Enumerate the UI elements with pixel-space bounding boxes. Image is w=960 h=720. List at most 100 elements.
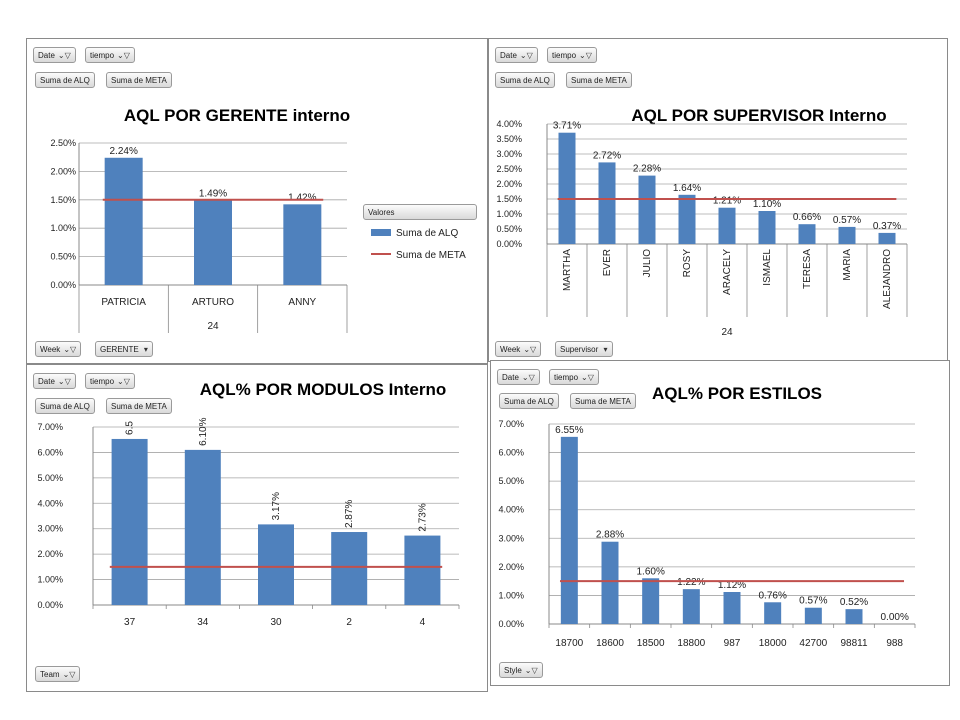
x-category-label: PATRICIA: [101, 297, 146, 308]
x-category-label: 988: [886, 638, 903, 649]
filter-tiempo-button[interactable]: tiempo ⌄▽: [85, 373, 135, 389]
y-tick-label: 7.00%: [37, 422, 63, 432]
filter-label: GERENTE: [100, 345, 139, 354]
bar: [194, 200, 232, 285]
data-label: 0.76%: [758, 590, 786, 601]
data-label: 2.87%: [344, 500, 355, 528]
x-category-label: 98811: [840, 638, 868, 649]
field-label: Suma de ALQ: [500, 76, 550, 85]
filter-date-button[interactable]: Date ⌄▽: [33, 47, 76, 63]
filter-icon: ⌄▽: [579, 51, 592, 60]
chart-estilos: AQL% POR ESTILOS 0.00% 1.00% 2.00% 3.00% 4.00…: [498, 384, 916, 649]
data-label: 1.64%: [673, 183, 701, 194]
value-field-meta-button[interactable]: Suma de META: [106, 398, 172, 414]
data-label: 3.71%: [553, 121, 581, 132]
data-label: 2.24%: [109, 146, 137, 157]
field-label: Suma de ALQ: [40, 76, 90, 85]
data-label: 0.57%: [833, 215, 861, 226]
y-tick-label: 3.50%: [496, 134, 522, 144]
filter-team-button[interactable]: Team ⌄▽: [35, 666, 81, 682]
legend-title: Valores: [363, 204, 477, 220]
data-label: 6.55%: [555, 425, 583, 436]
x-category-label: ARTURO: [192, 297, 234, 308]
filter-tiempo-button[interactable]: tiempo ⌄▽: [547, 47, 597, 63]
x-category-label: 18500: [637, 638, 665, 649]
filter-gerente-dropdown[interactable]: GERENTE ▾: [95, 341, 153, 357]
x-category-label: 34: [197, 617, 209, 628]
y-tick-label: 5.00%: [37, 473, 63, 483]
filter-tiempo-button[interactable]: tiempo ⌄▽: [549, 369, 599, 385]
field-label: Suma de META: [575, 397, 631, 406]
chart-title: AQL POR GERENTE interno: [124, 106, 350, 125]
bar: [598, 162, 616, 244]
value-field-alq-button[interactable]: Suma de ALQ: [495, 72, 555, 88]
y-tick-label: 4.00%: [498, 505, 524, 515]
filter-label: Date: [502, 373, 519, 382]
value-field-alq-button[interactable]: Suma de ALQ: [35, 72, 95, 88]
chart-supervisor: AQL POR SUPERVISOR Interno 0.00% 0.50% 1.00…: [496, 106, 908, 338]
bar: [798, 224, 816, 244]
x-category-label: MARIA: [842, 249, 853, 281]
data-label: 0.00%: [880, 612, 908, 623]
bar: [878, 232, 896, 244]
data-label: 2.73%: [417, 503, 428, 531]
x-group-label: 24: [721, 327, 733, 338]
x-category-label: JULIO: [642, 249, 653, 278]
filter-label: tiempo: [552, 51, 577, 60]
bar: [111, 438, 148, 605]
x-category-label: 4: [420, 617, 426, 628]
field-label: Suma de ALQ: [40, 402, 90, 411]
data-label: 1.49%: [199, 188, 227, 199]
filter-date-button[interactable]: Date ⌄▽: [33, 373, 76, 389]
y-tick-label: 0.00%: [37, 600, 63, 610]
y-tick-label: 1.00%: [37, 575, 63, 585]
filter-week-button[interactable]: Week ⌄▽: [35, 341, 82, 357]
data-label: 0.57%: [799, 596, 827, 607]
value-field-meta-button[interactable]: Suma de META: [106, 72, 172, 88]
filter-icon: ⌄▽: [117, 377, 130, 386]
filter-style-button[interactable]: Style ⌄▽: [499, 662, 543, 678]
y-tick-label: 3.00%: [498, 533, 524, 543]
chart-title: AQL% POR MODULOS Interno: [200, 380, 447, 399]
chart-title: AQL POR SUPERVISOR Interno: [631, 106, 886, 125]
data-label: 6.5: [125, 421, 136, 435]
y-tick-label: 2.50%: [50, 138, 76, 148]
filter-tiempo-button[interactable]: tiempo ⌄▽: [85, 47, 135, 63]
y-tick-label: 2.00%: [498, 562, 524, 572]
filter-date-button[interactable]: Date ⌄▽: [497, 369, 540, 385]
filter-icon: ⌄▽: [63, 345, 77, 354]
value-field-alq-button[interactable]: Suma de ALQ: [499, 393, 559, 409]
bar: [184, 449, 221, 605]
x-category-label: 42700: [799, 638, 827, 649]
filter-label: Date: [500, 51, 517, 60]
y-tick-label: 0.50%: [50, 252, 76, 262]
bar: [758, 211, 776, 244]
bar: [283, 204, 322, 285]
data-label: 1.10%: [753, 199, 781, 210]
filter-date-button[interactable]: Date ⌄▽: [495, 47, 538, 63]
value-field-meta-button[interactable]: Suma de META: [570, 393, 636, 409]
filter-label: tiempo: [554, 373, 579, 382]
value-field-meta-button[interactable]: Suma de META: [566, 72, 632, 88]
filter-label: tiempo: [90, 377, 115, 386]
filter-icon: ⌄▽: [524, 666, 538, 675]
filter-label: Week: [40, 345, 61, 354]
data-label: 1.42%: [288, 192, 316, 203]
x-category-label: TERESA: [802, 249, 813, 289]
value-field-alq-button[interactable]: Suma de ALQ: [35, 398, 95, 414]
y-tick-label: 0.00%: [50, 280, 76, 290]
y-tick-label: 1.00%: [50, 223, 76, 233]
y-tick-label: 1.50%: [496, 194, 522, 204]
filter-icon: ⌄▽: [57, 377, 71, 386]
filter-supervisor-dropdown[interactable]: Supervisor ▾: [555, 341, 613, 357]
filter-week-button[interactable]: Week ⌄▽: [495, 341, 542, 357]
x-category-label: ARACELY: [722, 249, 733, 295]
chart-modulos: AQL% POR MODULOS Interno 0.00% 1.00% 2.00% 3…: [37, 380, 460, 628]
x-category-label: 987: [724, 638, 741, 649]
data-label: 0.52%: [840, 597, 868, 608]
y-tick-label: 4.00%: [37, 498, 63, 508]
panel-modulos: Date ⌄▽ tiempo ⌄▽ Suma de ALQ Suma de META…: [26, 364, 488, 692]
x-group-label: 24: [207, 321, 219, 332]
bar: [723, 592, 741, 624]
filter-label: Date: [38, 51, 55, 60]
